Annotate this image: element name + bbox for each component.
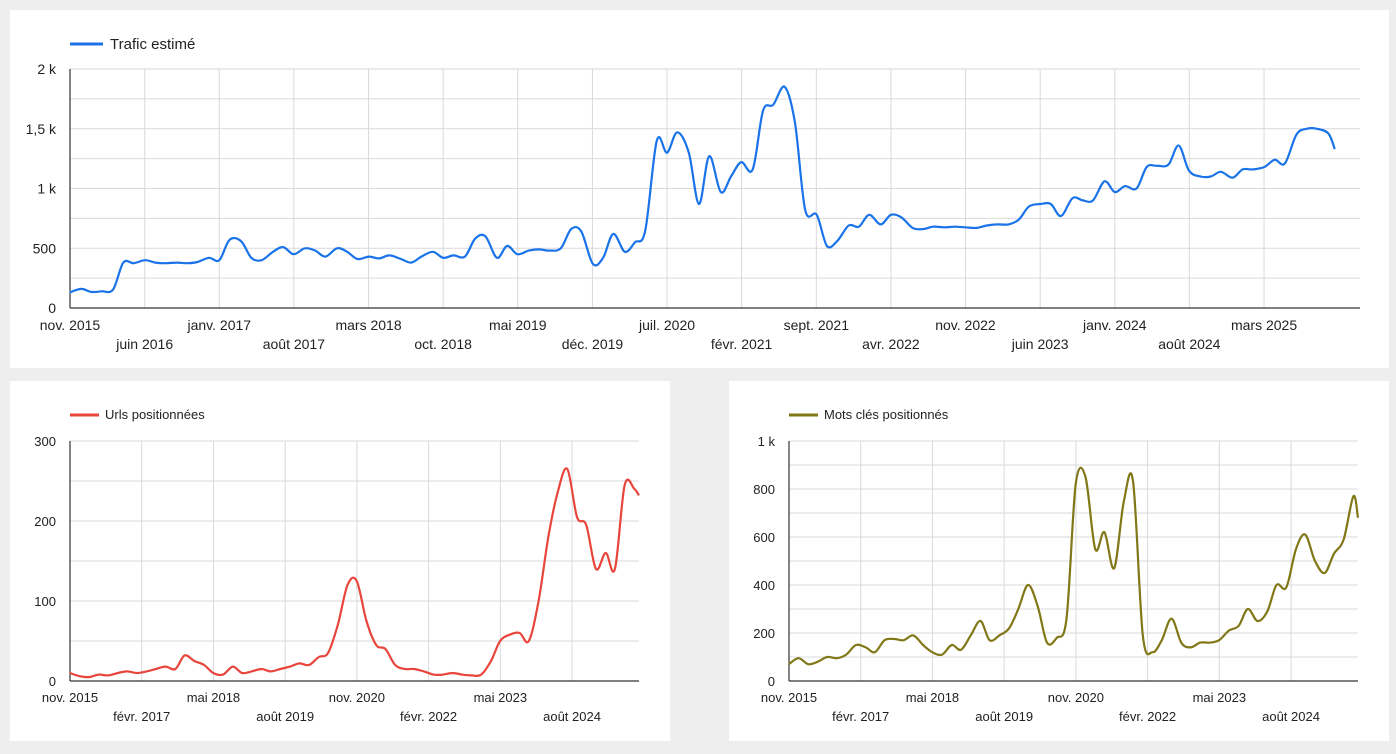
y-tick-label: 1 k (37, 181, 57, 197)
y-tick-label: 600 (753, 530, 775, 545)
traffic-chart-panel: Trafic estimé 0 500 1 k 1,5 k 2 k nov. 2015 ju… (10, 10, 1389, 368)
x-tick-label: mars 2025 (1231, 317, 1297, 333)
legend-label: Trafic estimé (110, 36, 195, 53)
x-tick-label: août 2024 (1158, 336, 1220, 352)
x-tick-label: juil. 2020 (638, 317, 695, 333)
legend[interactable]: Urls positionnées (70, 407, 205, 422)
x-tick-label: janv. 2017 (186, 317, 251, 333)
urls-chart-panel: Urls positionnées 0 100 200 300 nov. 2015 fév… (10, 381, 670, 741)
keywords-chart-panel: Mots clés positionnés 0 200 400 600 800 1 k no… (729, 381, 1389, 741)
x-tick-label: nov. 2020 (329, 690, 385, 705)
x-tick-label: août 2024 (543, 709, 601, 724)
x-tick-label: déc. 2019 (562, 336, 624, 352)
y-tick-label: 200 (753, 626, 775, 641)
keywords-chart: Mots clés positionnés 0 200 400 600 800 1 k no… (753, 407, 1360, 724)
y-tick-label: 500 (33, 240, 57, 256)
y-tick-label: 100 (34, 594, 56, 609)
x-tick-label: févr. 2017 (832, 709, 889, 724)
y-tick-label: 0 (48, 300, 56, 316)
x-tick-label: juin 2023 (1011, 336, 1069, 352)
y-tick-label: 2 k (37, 61, 57, 77)
gridlines (69, 440, 639, 682)
x-tick-label: août 2017 (263, 336, 325, 352)
y-tick-label: 1 k (758, 434, 776, 449)
y-tick-label: 0 (49, 674, 56, 689)
series-line (69, 467, 640, 679)
x-tick-label: sept. 2021 (784, 317, 850, 333)
y-tick-label: 800 (753, 482, 775, 497)
gridlines (69, 68, 1360, 309)
x-tick-label: févr. 2022 (1119, 709, 1176, 724)
x-tick-label: nov. 2020 (1048, 690, 1104, 705)
y-tick-label: 0 (768, 674, 775, 689)
urls-chart: Urls positionnées 0 100 200 300 nov. 2015 fév… (34, 407, 640, 724)
x-tick-label: févr. 2022 (400, 709, 457, 724)
x-tick-label: nov. 2022 (935, 317, 996, 333)
x-tick-label: mai 2019 (489, 317, 547, 333)
x-tick-label: mai 2023 (474, 690, 527, 705)
x-tick-label: janv. 2024 (1082, 317, 1147, 333)
x-tick-label: août 2019 (975, 709, 1033, 724)
legend[interactable]: Mots clés positionnés (789, 407, 949, 422)
gridlines (788, 440, 1358, 682)
x-tick-label: juin 2016 (115, 336, 173, 352)
x-tick-label: oct. 2018 (414, 336, 472, 352)
legend[interactable]: Trafic estimé (70, 36, 195, 53)
x-tick-label: nov. 2015 (42, 690, 98, 705)
legend-label: Mots clés positionnés (824, 407, 949, 422)
x-tick-label: nov. 2015 (40, 317, 101, 333)
traffic-chart: Trafic estimé 0 500 1 k 1,5 k 2 k nov. 2015 ju… (26, 36, 1360, 352)
y-tick-label: 1,5 k (26, 121, 57, 137)
series-line (788, 466, 1360, 666)
x-tick-label: août 2024 (1262, 709, 1320, 724)
y-tick-label: 200 (34, 514, 56, 529)
series-line (69, 85, 1336, 294)
x-tick-label: févr. 2017 (113, 709, 170, 724)
x-tick-label: avr. 2022 (862, 336, 920, 352)
x-tick-label: août 2019 (256, 709, 314, 724)
x-tick-label: mai 2023 (1193, 690, 1246, 705)
y-tick-label: 300 (34, 434, 56, 449)
x-tick-label: mars 2018 (335, 317, 401, 333)
x-tick-label: nov. 2015 (761, 690, 817, 705)
x-tick-label: mai 2018 (187, 690, 240, 705)
x-tick-label: mai 2018 (906, 690, 959, 705)
y-tick-label: 400 (753, 578, 775, 593)
x-tick-label: févr. 2021 (711, 336, 773, 352)
legend-label: Urls positionnées (105, 407, 205, 422)
